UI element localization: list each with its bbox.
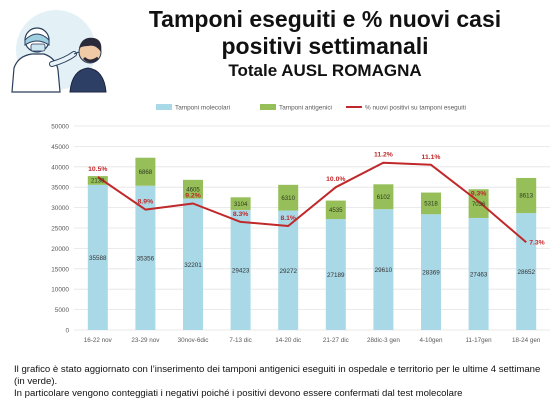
data-label-molecolari: 29423 [232,267,250,274]
data-label-percent: 8.9% [138,199,154,206]
data-label-percent: 11.2% [374,152,393,159]
y-tick-label: 10000 [51,287,69,294]
data-label-molecolari: 35588 [89,255,107,262]
data-label-molecolari: 29610 [375,267,393,274]
swab-test-illustration [11,10,107,93]
footer-line-1: Il grafico è stato aggiornato con l’inse… [14,364,541,387]
x-tick-label: 18-24 gen [512,337,541,344]
data-label-antigenici: 5318 [424,201,438,208]
legend-label: Tamponi molecolari [175,105,230,112]
x-tick-label: 14-20 dic [275,337,301,344]
data-label-antigenici: 6868 [139,169,153,176]
x-tick-label: 28dic-3 gen [367,337,400,344]
data-label-percent: 11.1% [422,154,441,161]
legend-label: % nuovi positivi su tamponi eseguiti [365,105,466,112]
data-label-antigenici: 3104 [234,201,248,208]
data-label-molecolari: 27189 [327,272,345,279]
data-label-molecolari: 27463 [470,271,488,278]
y-tick-label: 0 [65,328,69,335]
data-label-percent: 10.5% [88,166,107,173]
bar-molecolari [325,219,346,330]
footer-line-2: In particolare vengono conteggiati i neg… [14,388,463,399]
bar-antigenici [421,192,441,215]
bar-molecolari [373,209,394,330]
bar-antigenici [183,179,203,199]
data-label-antigenici: 4535 [329,207,343,214]
bar-molecolari [421,214,441,330]
y-tick-label: 25000 [51,226,69,233]
y-tick-label: 35000 [51,185,69,192]
footer-note: Il grafico è stato aggiornato con l’inse… [14,364,550,400]
data-label-percent: 9.2% [185,193,201,200]
data-label-percent: 7.3% [529,239,545,246]
x-tick-label: 30nov-6dic [178,337,209,344]
data-label-antigenici: 2138 [91,178,105,185]
data-label-molecolari: 32201 [184,262,202,269]
legend-swatch [260,104,276,110]
x-tick-label: 4-10gen [419,337,443,344]
title-block: Tamponi eseguiti e % nuovi casi positivi… [100,6,550,81]
stacked-bar-line-chart: 0 5000 10000 15000 20000 25000 30000 35000 40000… [51,104,550,344]
x-tick-label: 7-13 dic [229,337,251,344]
data-label-molecolari: 29272 [279,268,297,275]
page-subtitle: Totale AUSL ROMAGNA [228,61,422,80]
bar-molecolari [278,210,299,330]
x-tick-label: 21-27 dic [323,337,349,344]
bar-antigenici [278,184,299,211]
x-tick-label: 23-29 nov [131,337,160,344]
y-tick-label: 5000 [55,307,70,314]
y-tick-label: 50000 [51,124,69,131]
data-label-antigenici: 6102 [377,194,391,201]
y-tick-label: 40000 [51,164,69,171]
page-title-line-1: Tamponi eseguiti e % nuovi casi [148,6,502,32]
bar-antigenici [230,197,251,210]
data-label-molecolari: 28369 [422,270,440,277]
bar-antigenici [373,184,394,210]
data-label-percent: 10.0% [326,176,345,183]
data-label-antigenici: 7036 [472,201,486,208]
y-tick-label: 20000 [51,246,69,253]
data-label-antigenici: 8613 [519,193,533,200]
data-label-molecolari: 35356 [137,255,155,262]
bar-molecolari [468,217,489,330]
bar-molecolari [183,198,203,330]
legend-swatch [156,104,172,110]
bar-molecolari [230,209,251,330]
page-title-line-2: positivi settimanali [221,33,429,59]
data-label-percent: 8.1% [280,215,296,222]
bar-antigenici [325,200,346,220]
data-label-percent: 8.3% [233,211,249,218]
legend-label: Tamponi antigenici [279,105,332,112]
data-label-molecolari: 28652 [517,269,535,276]
y-tick-label: 15000 [51,266,69,273]
x-tick-label: 11-17gen [466,337,493,344]
bar-antigenici [516,177,537,214]
bar-antigenici [135,157,156,186]
bar-molecolari [135,185,156,330]
y-tick-label: 45000 [51,144,69,151]
bar-molecolari [516,213,537,330]
x-tick-label: 16-22 nov [84,337,113,344]
data-label-percent: 9.3% [471,190,487,197]
bar-molecolari [87,184,108,330]
data-label-antigenici: 6310 [281,195,295,202]
data-label-antigenici: 4605 [186,186,200,193]
line-percent-positivi [97,161,527,244]
y-tick-label: 30000 [51,205,69,212]
bar-antigenici [87,176,108,185]
